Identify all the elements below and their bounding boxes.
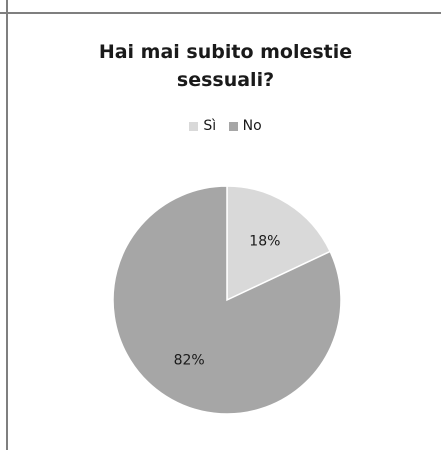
- legend-item-si: Sì: [189, 118, 216, 134]
- pie-slice-si: [226, 185, 332, 302]
- legend-swatch-no: [228, 121, 238, 131]
- legend-label-si: Sì: [203, 118, 217, 134]
- chart-title-line-1: Hai mai subito molestie: [98, 41, 353, 63]
- pie-slice-no: [112, 185, 342, 415]
- chart-title: Hai mai subito molestie sessuali?: [10, 38, 441, 94]
- data-label-no: 82%: [174, 353, 205, 369]
- data-label-si: 18%: [249, 233, 280, 249]
- frame-top-border: [0, 0, 441, 14]
- legend: Sì No: [10, 118, 441, 135]
- chart-title-line-2: sessuali?: [176, 69, 275, 91]
- legend-label-no: No: [242, 118, 262, 134]
- frame-left-border: [0, 0, 8, 450]
- legend-swatch-si: [189, 121, 199, 131]
- legend-item-no: No: [228, 118, 262, 134]
